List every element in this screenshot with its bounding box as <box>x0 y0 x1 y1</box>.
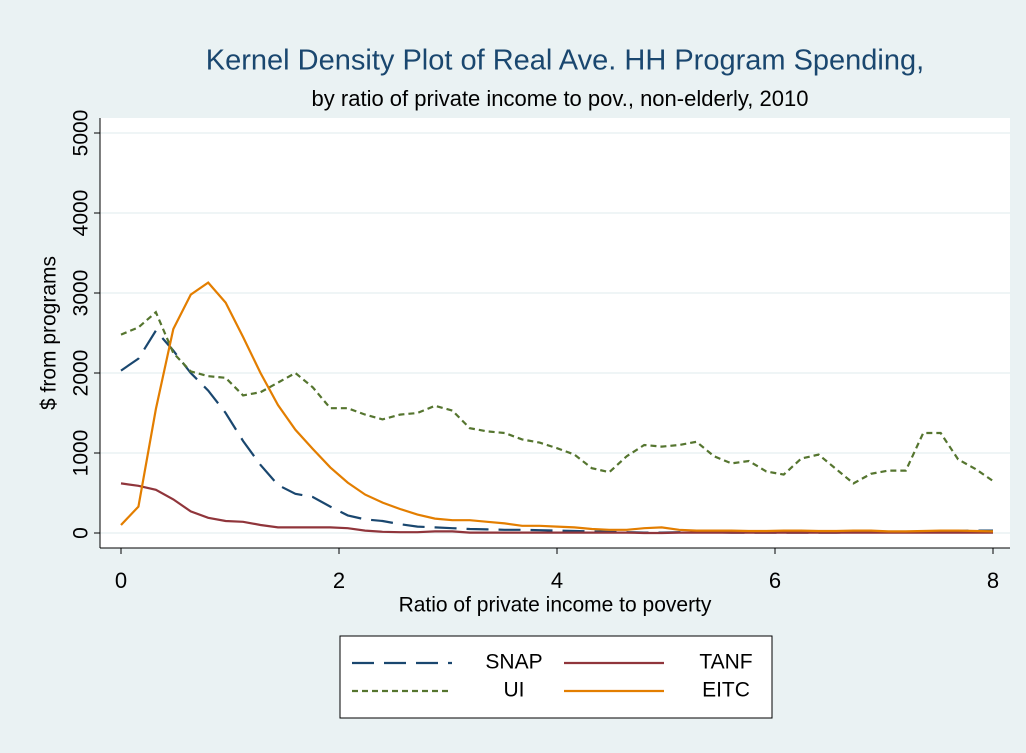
chart-title: Kernel Density Plot of Real Ave. HH Prog… <box>206 45 924 77</box>
y-tick-label: 1000 <box>70 430 93 477</box>
y-tick-label: 0 <box>70 527 93 539</box>
series-line <box>120 328 993 534</box>
legend-label: SNAP <box>485 651 542 674</box>
y-tick-label: 3000 <box>70 270 93 317</box>
y-tick-label: 4000 <box>70 190 93 237</box>
x-tick-label: 8 <box>987 568 999 593</box>
y-axis-title: $ from programs <box>38 256 61 410</box>
y-tick-label: 2000 <box>70 350 93 397</box>
x-tick-label: 4 <box>551 568 563 593</box>
plot-area <box>100 118 1010 548</box>
y-tick-label: 5000 <box>70 110 93 157</box>
chart-subtitle: by ratio of private income to pov., non-… <box>312 86 809 111</box>
x-tick-label: 2 <box>333 568 345 593</box>
x-tick-label: 0 <box>115 568 127 593</box>
series-line <box>120 281 994 533</box>
x-axis-title: Ratio of private income to poverty <box>399 594 712 617</box>
legend-label: UI <box>504 679 525 702</box>
legend-label: EITC <box>702 679 750 702</box>
x-tick-label: 6 <box>769 568 781 593</box>
legend-box <box>339 635 773 719</box>
series-line <box>120 310 994 485</box>
legend-label: TANF <box>699 651 752 674</box>
series-line <box>120 482 993 535</box>
